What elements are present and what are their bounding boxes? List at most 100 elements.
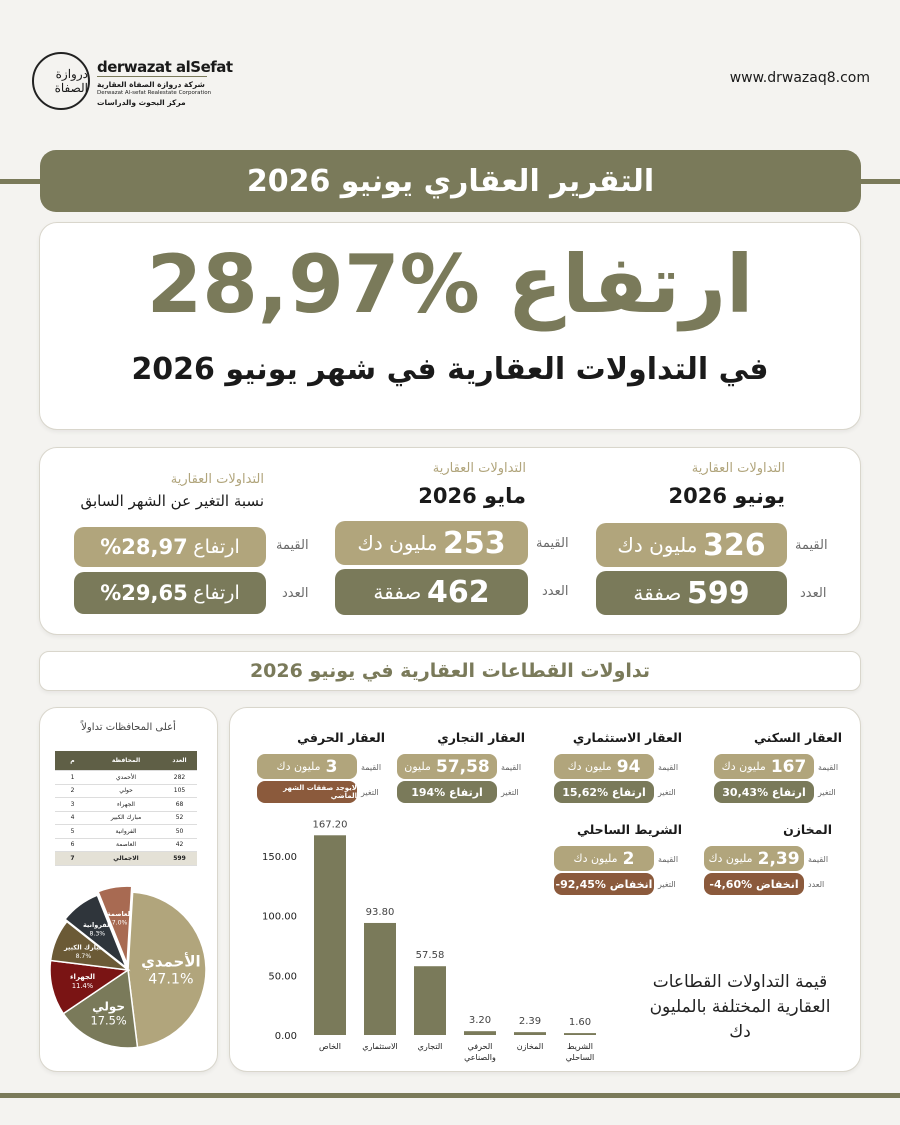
website-link[interactable]: www.drwazaq8.com (729, 70, 870, 86)
sector-value-unit: مليون (404, 760, 431, 773)
pie-slice (63, 894, 128, 970)
pie-slice-label: حولي (92, 1000, 125, 1015)
table-cell: 599 (173, 854, 186, 862)
y-tick-label: 0.00 (275, 1031, 297, 1042)
table-row: 2 حولي 105 (55, 784, 197, 798)
sector-value-num: 57,58 (435, 756, 490, 777)
governorates-title: أعلى المحافظات تداولاً (81, 722, 176, 733)
sector-value-unit: مليون دك (567, 760, 612, 773)
table-cell: 6 (70, 841, 75, 849)
table-cell: 3 (70, 800, 75, 808)
sector-value-unit: مليون دك (573, 852, 618, 865)
sector-change-label: التغير (658, 788, 676, 797)
x-tick-label: التجاري (418, 1042, 443, 1051)
table-cell: 42 (175, 841, 184, 849)
table-row: 5 الفروانية 50 (55, 825, 197, 839)
bar-value-label: 2.39 (519, 1016, 541, 1027)
sector-value-pill: 94 مليون دك (554, 754, 654, 779)
logo: دروازة الصفاة (32, 52, 90, 110)
bar-chart-caption: قيمة التداولات القطاعات العقارية المختلف… (649, 972, 831, 1042)
x-tick-label: الاستثماري (362, 1042, 398, 1051)
sector-value-label: القيمة (658, 763, 679, 772)
may-caption: التداولات العقارية (432, 461, 526, 476)
table-cell: حولي (119, 787, 133, 795)
sector-change-label: التغير (361, 788, 379, 797)
bar-value-label: 167.20 (313, 819, 348, 830)
sector-change-label: التغير (658, 880, 676, 889)
pie-slice (97, 885, 133, 965)
sector-value-pill: 57,58 مليون (397, 754, 497, 779)
june-count-label: العدد (800, 586, 827, 601)
sector-value-pill: 167 مليون دك (714, 754, 814, 779)
hero-subline: في التداولات العقارية في شهر يونيو 2026 (131, 352, 769, 387)
table-cell: الأحمدي (115, 773, 137, 781)
june-count-num: 599 (686, 575, 750, 611)
x-tick-label: الساحلي (566, 1053, 595, 1062)
y-tick-label: 150.00 (262, 852, 297, 863)
sector-name: المخازن (783, 822, 832, 837)
bar-value-label: 93.80 (366, 907, 395, 918)
pie-slice-value: 8.7% (76, 953, 92, 960)
table-cell: الاجمالي (113, 854, 139, 862)
bar-value-label: 57.58 (416, 950, 445, 961)
table-cell: 7 (70, 854, 75, 862)
bar (364, 922, 396, 1035)
change-count-label: العدد (282, 586, 309, 601)
hero-card (39, 222, 861, 430)
bar (564, 1033, 596, 1035)
june-caption: التداولات العقارية (691, 461, 785, 476)
x-tick-label: الحرفي (468, 1042, 493, 1051)
change-count-word: ارتفاع (193, 582, 240, 604)
table-cell: العاصمة (116, 841, 136, 849)
change-value-num: %28,97 (100, 535, 188, 559)
sector-name: العقار السكني (754, 730, 842, 745)
june-value-pill: 326 مليون دك (596, 523, 787, 567)
sector-change-pill: ارتفاع %30,43 (714, 781, 814, 803)
change-value-label: القيمة (276, 538, 309, 553)
bar (514, 1032, 546, 1035)
sector-value-label: القيمة (501, 763, 522, 772)
y-tick-label: 100.00 (262, 912, 297, 923)
table-row: 1 الأحمدي 282 (55, 771, 197, 785)
table-cell: م (70, 757, 75, 764)
sector-name: الشريط الساحلي (576, 822, 682, 837)
table-cell: 1 (70, 773, 75, 781)
x-tick-label: المخازن (517, 1042, 544, 1051)
june-value-num: 326 (703, 527, 766, 563)
sector-value-label: القيمة (808, 855, 829, 864)
bar (314, 835, 346, 1035)
sector-change-pill: انخفاض %92,45- (554, 873, 654, 895)
sector-name: العقار التجاري (437, 730, 525, 745)
pie-slice-label: الفروانية (83, 921, 112, 929)
sector-value-pill: 3 مليون دك (257, 754, 357, 779)
table-cell: العدد (172, 757, 187, 764)
x-tick-label: الخاص (319, 1042, 341, 1051)
sector-value-num: 2 (622, 848, 635, 869)
bar (414, 966, 446, 1035)
june-period: يونيو 2026 (668, 484, 785, 508)
sector-value-label: القيمة (658, 855, 679, 864)
sectors-title: تداولات القطاعات العقارية في يونيو 2026 (249, 660, 651, 682)
table-row: 4 مبارك الكبير 52 (55, 811, 197, 825)
sector-value-label: القيمة (361, 763, 382, 772)
sector-value-pill: 2 مليون دك (554, 846, 654, 871)
table-cell: 50 (175, 827, 184, 835)
june-value-unit: مليون دك (617, 533, 698, 557)
sector-value-label: القيمة (818, 763, 839, 772)
sector-name: العقار الاستثماري (572, 730, 682, 745)
sector-value-num: 2,39 (757, 848, 800, 869)
may-value-pill: 253 مليون دك (335, 521, 528, 565)
brand-name: derwazat alSefat (97, 58, 233, 76)
may-value-unit: مليون دك (357, 531, 438, 555)
sector-value-unit: مليون دك (276, 760, 321, 773)
table-cell: 282 (173, 773, 186, 781)
sector-change-pill: انخفاض %4,60- (704, 873, 804, 895)
company-name-en: Derwazat Al-sefat Realestate Corporation (97, 90, 212, 96)
june-count-pill: 599 صفقة (596, 571, 787, 615)
pie-slice-value: 47.1% (148, 972, 193, 988)
sector-value-num: 167 (770, 756, 807, 777)
pie-slice (62, 968, 139, 1049)
pie-slice-value: 8.3% (89, 930, 105, 937)
sectors-title-card: تداولات القطاعات العقارية في يونيو 2026 (39, 651, 861, 691)
